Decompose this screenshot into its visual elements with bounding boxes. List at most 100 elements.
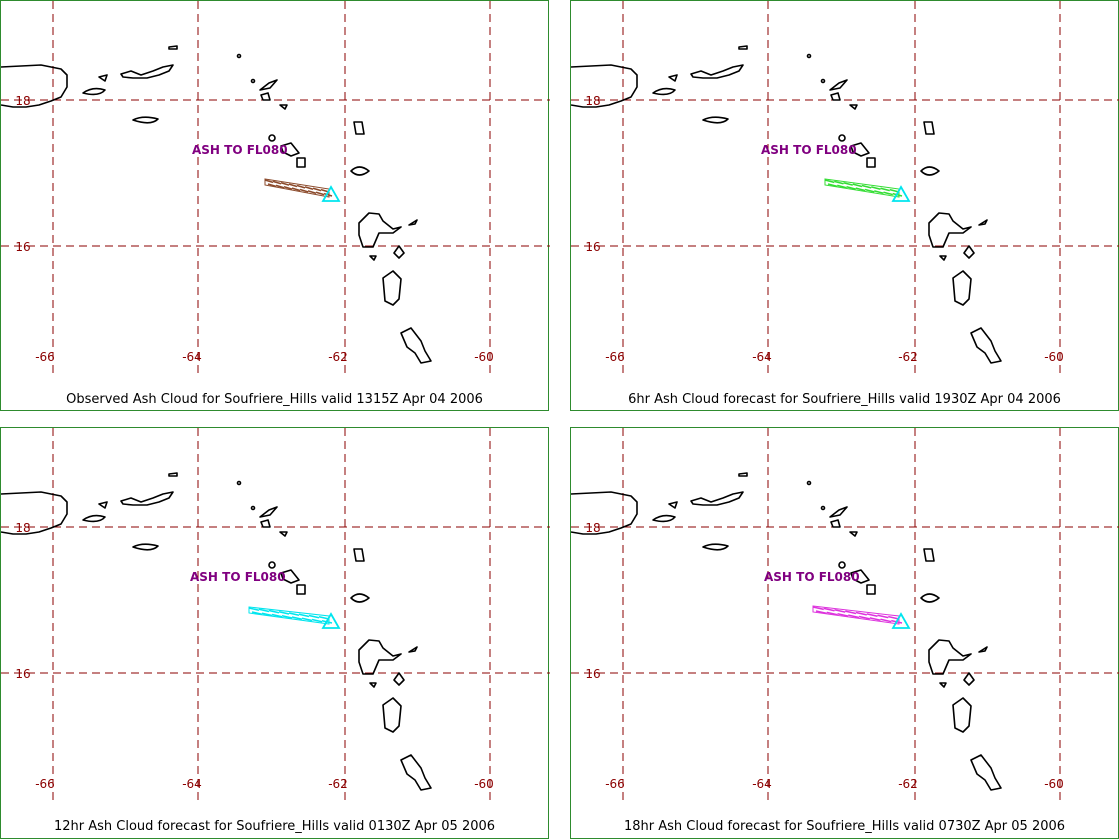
coastline (820, 505, 826, 511)
coastline (98, 74, 108, 82)
longitude-label: -60 (1044, 350, 1064, 364)
longitude-label: -66 (35, 350, 55, 364)
coastline (250, 505, 256, 511)
coastline (353, 548, 365, 562)
latitude-label: 18 (15, 94, 30, 108)
coastline (280, 142, 300, 157)
coastline (850, 569, 870, 584)
coastline (978, 646, 988, 653)
coastline (806, 53, 812, 59)
coastline (236, 480, 242, 486)
panel-caption: 12hr Ash Cloud forecast for Soufriere_Hi… (53, 819, 496, 834)
longitude-label: -64 (752, 777, 772, 791)
longitude-label: -62 (898, 350, 918, 364)
coastline (400, 754, 432, 791)
coastline (296, 157, 306, 168)
coastline (928, 212, 972, 248)
coastline (571, 64, 638, 108)
coastline (280, 569, 300, 584)
longitude-label: -62 (898, 777, 918, 791)
ash-cloud (812, 605, 903, 625)
coastline (939, 255, 947, 261)
coastline (652, 87, 676, 96)
coastline (353, 121, 365, 135)
coastline (829, 79, 848, 91)
coastline (358, 639, 402, 675)
coastline (132, 116, 159, 124)
coastline (838, 134, 846, 142)
coastline (920, 593, 940, 603)
coastline (963, 672, 975, 686)
coastline (920, 166, 940, 176)
latitude-label: 18 (585, 521, 600, 535)
latitude-label: 16 (585, 240, 600, 254)
coastline (393, 245, 405, 259)
volcano-marker-icon (321, 185, 341, 202)
coastline (668, 74, 678, 82)
coastline (168, 472, 178, 477)
coastline (830, 92, 841, 101)
coastline (652, 514, 676, 523)
coastline (668, 501, 678, 509)
longitude-label: -62 (328, 350, 348, 364)
coastline (690, 64, 744, 79)
volcano-marker-icon (891, 185, 911, 202)
coastline (970, 754, 1002, 791)
coastline (250, 78, 256, 84)
coastline (952, 270, 972, 306)
panel-caption: Observed Ash Cloud for Soufriere_Hills v… (66, 392, 483, 407)
longitude-label: -64 (752, 350, 772, 364)
coastline (400, 327, 432, 364)
map-panel-12hr: 18 16 -66 -64 -62 -60 ASH TO FL080 12hr Ash Cl… (0, 427, 550, 839)
longitude-label: -66 (605, 350, 625, 364)
coastline (970, 327, 1002, 364)
coastline (120, 491, 174, 506)
ash-cloud (264, 178, 333, 198)
volcano-marker-icon (891, 612, 911, 629)
coastline (866, 157, 876, 168)
ash-cloud (248, 606, 333, 625)
coastline (806, 480, 812, 486)
coastline (738, 472, 748, 477)
coastline (830, 519, 841, 528)
coastline (260, 92, 271, 101)
map-canvas: 18 16 -66 -64 -62 -60 ASH TO FL080 (1, 1, 550, 376)
coastline (923, 121, 935, 135)
volcano-marker-icon (321, 612, 341, 629)
coastline (978, 219, 988, 226)
coastline (132, 543, 159, 551)
coastline (279, 104, 288, 110)
coastline (358, 212, 402, 248)
coastline (393, 672, 405, 686)
coastline (259, 506, 278, 518)
ash-height-annotation: ASH TO FL080 (190, 570, 286, 584)
coastline (1, 64, 68, 108)
longitude-label: -64 (182, 777, 202, 791)
longitude-label: -60 (1044, 777, 1064, 791)
coastline (98, 501, 108, 509)
coastline (850, 142, 870, 157)
coastline (838, 561, 846, 569)
coastline (928, 639, 972, 675)
coastline (820, 78, 826, 84)
latitude-label: 18 (585, 94, 600, 108)
latitude-label: 16 (15, 240, 30, 254)
coastline (268, 134, 276, 142)
panel-caption: 6hr Ash Cloud forecast for Soufriere_Hil… (628, 392, 1061, 407)
latitude-label: 18 (15, 521, 30, 535)
coastline (702, 543, 729, 551)
coastline (829, 506, 848, 518)
ash-height-annotation: ASH TO FL080 (761, 143, 857, 157)
map-panel-observed: 18 16 -66 -64 -62 -60 ASH TO FL080 Observed As… (0, 0, 550, 411)
coastline (369, 682, 377, 688)
ash-height-annotation: ASH TO FL080 (192, 143, 288, 157)
coastline (849, 104, 858, 110)
coastline (952, 697, 972, 733)
longitude-label: -64 (182, 350, 202, 364)
map-canvas: 18 16 -66 -64 -62 -60 ASH TO FL080 (1, 428, 550, 803)
map-panel-18hr: 18 16 -66 -64 -62 -60 ASH TO FL080 18hr Ash Cl… (570, 427, 1119, 839)
map-canvas: 18 16 -66 -64 -62 -60 ASH TO FL080 (571, 1, 1119, 376)
coastline (408, 219, 418, 226)
coastline (120, 64, 174, 79)
coastline (382, 270, 402, 306)
